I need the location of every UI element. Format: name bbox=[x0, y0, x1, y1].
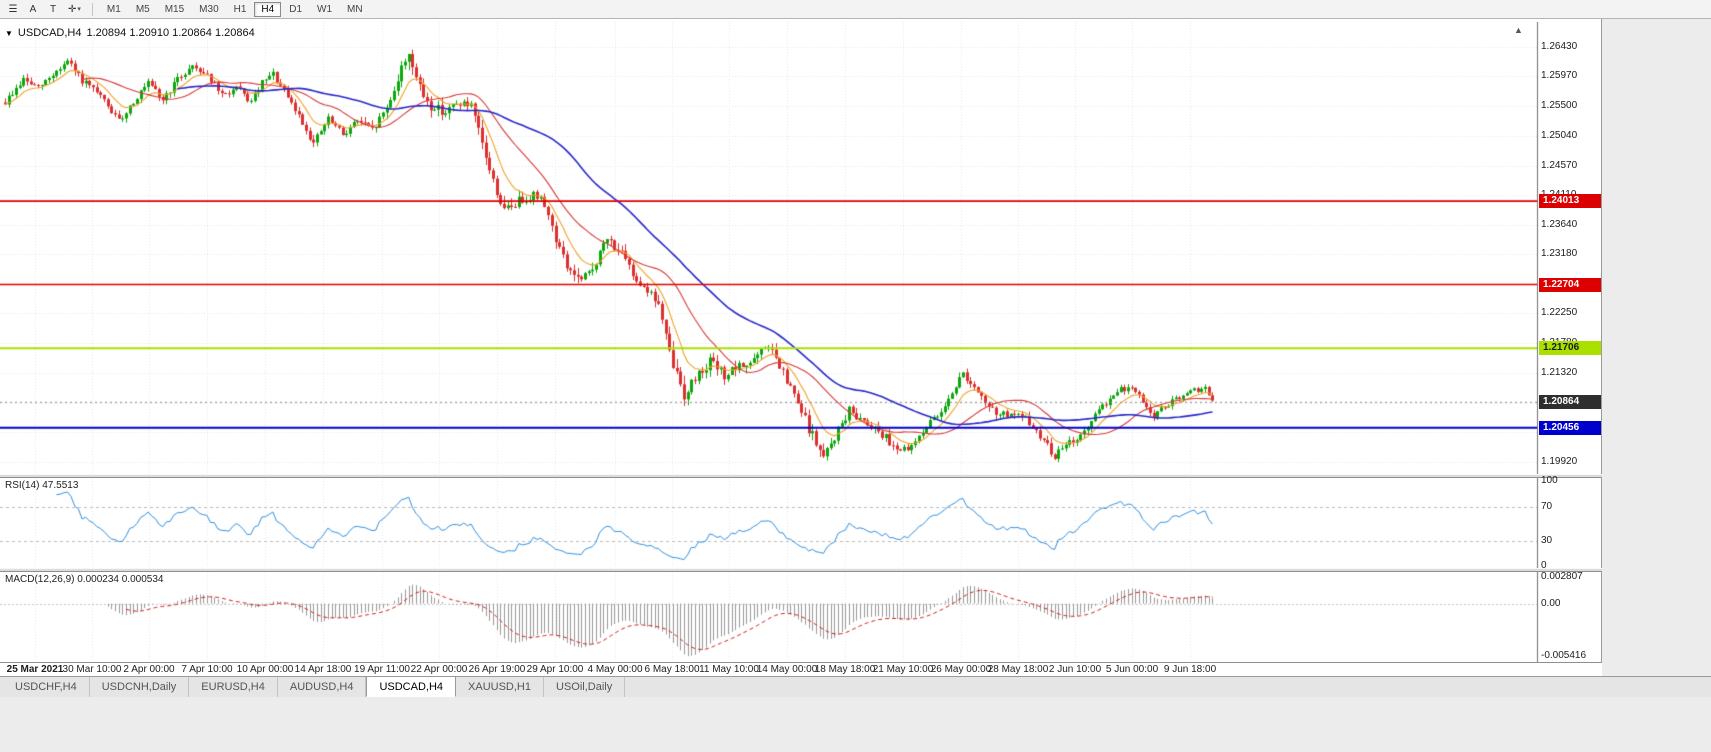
time-axis-label: 2 Apr 00:00 bbox=[123, 664, 175, 675]
rsi-indicator-label: RSI(14) 47.5513 bbox=[5, 480, 79, 491]
timeframe-button-m30[interactable]: M30 bbox=[199, 3, 219, 15]
time-axis-label: 5 Jun 00:00 bbox=[1105, 664, 1159, 675]
cursor-tool-button[interactable]: A bbox=[29, 3, 37, 15]
time-axis-label: 4 May 00:00 bbox=[587, 664, 643, 675]
timeframe-button-m1[interactable]: M1 bbox=[106, 3, 121, 15]
chart-tab-usdchf[interactable]: USDCHF,H4 bbox=[3, 677, 90, 697]
collapse-icon[interactable]: ▼ bbox=[5, 28, 13, 38]
time-axis-label: 9 Jun 18:00 bbox=[1163, 664, 1217, 675]
chart-shift-marker[interactable]: ▲ bbox=[1514, 25, 1523, 35]
time-axis-label: 6 May 18:00 bbox=[644, 664, 700, 675]
chart-tab-audusd[interactable]: AUDUSD,H4 bbox=[277, 677, 367, 697]
toolbar-separator bbox=[91, 2, 93, 16]
timeframe-button-h1[interactable]: H1 bbox=[233, 3, 247, 15]
crosshair-icon: ✛ bbox=[68, 3, 77, 15]
chart-tab-xauusd[interactable]: XAUUSD,H1 bbox=[456, 677, 544, 697]
chart-tab-eurusd[interactable]: EURUSD,H4 bbox=[189, 677, 278, 697]
timeframe-button-m5[interactable]: M5 bbox=[135, 3, 150, 15]
time-axis-label: 28 May 18:00 bbox=[987, 664, 1049, 675]
text-tool-button[interactable]: T bbox=[49, 3, 57, 15]
workspace-background bbox=[0, 697, 1711, 752]
time-axis[interactable]: 25 Mar 2021 30 Mar 10:00 2 Apr 00:00 7 Apr … bbox=[0, 662, 1602, 676]
price-chart-canvas[interactable] bbox=[0, 22, 1601, 662]
time-axis-label: 25 Mar 2021 bbox=[6, 664, 64, 675]
chart-symbol-label: USDCAD,H4 bbox=[17, 27, 82, 39]
time-axis-label: 21 May 10:00 bbox=[872, 664, 934, 675]
chevron-down-icon: ▾ bbox=[77, 6, 81, 13]
time-axis-label: 14 Apr 18:00 bbox=[294, 664, 352, 675]
timeframe-button-m15[interactable]: M15 bbox=[164, 3, 185, 15]
toolbar: ☰ A T ✛ ▾ M1 M5 M15 M30 H1 H4 D1 W1 MN bbox=[0, 0, 1711, 19]
chart-ohlc-values: 1.20894 1.20910 1.20864 1.20864 bbox=[86, 27, 255, 39]
time-axis-label: 26 Apr 19:00 bbox=[468, 664, 526, 675]
pane-separator[interactable] bbox=[0, 474, 1602, 478]
time-axis-label: 18 May 18:00 bbox=[814, 664, 876, 675]
chart-window: ▼ USDCAD,H4 1.20894 1.20910 1.20864 1.20… bbox=[0, 19, 1602, 676]
chart-title: ▼ USDCAD,H4 1.20894 1.20910 1.20864 1.20… bbox=[5, 27, 255, 39]
time-axis-label: 2 Jun 10:00 bbox=[1048, 664, 1102, 675]
timeframe-button-mn[interactable]: MN bbox=[347, 3, 363, 15]
draw-tool-button[interactable]: ✛ ▾ bbox=[64, 2, 85, 17]
time-axis-label: 7 Apr 10:00 bbox=[181, 664, 233, 675]
time-axis-label: 30 Mar 10:00 bbox=[62, 664, 122, 675]
chart-tab-usdcad[interactable]: USDCAD,H4 bbox=[366, 676, 457, 697]
menu-icon[interactable]: ☰ bbox=[8, 3, 18, 15]
chart-tab-usoil[interactable]: USOil,Daily bbox=[544, 677, 626, 697]
timeframe-button-h4[interactable]: H4 bbox=[254, 1, 282, 17]
macd-indicator-label: MACD(12,26,9) 0.000234 0.000534 bbox=[5, 574, 164, 585]
timeframe-group: M1 M5 M15 M30 H1 H4 D1 W1 MN bbox=[100, 1, 370, 17]
time-axis-label: 29 Apr 10:00 bbox=[526, 664, 584, 675]
chart-tab-bar: USDCHF,H4 USDCNH,Daily EURUSD,H4 AUDUSD,H4 U… bbox=[0, 676, 1711, 697]
time-axis-label: 11 May 10:00 bbox=[699, 664, 759, 675]
time-axis-label: 14 May 00:00 bbox=[756, 664, 818, 675]
time-axis-label: 19 Apr 11:00 bbox=[354, 664, 410, 675]
time-axis-label: 10 Apr 00:00 bbox=[236, 664, 294, 675]
timeframe-button-d1[interactable]: D1 bbox=[289, 3, 303, 15]
pane-separator[interactable] bbox=[0, 568, 1602, 572]
chart-tab-usdcnh[interactable]: USDCNH,Daily bbox=[89, 677, 190, 697]
timeframe-button-w1[interactable]: W1 bbox=[317, 3, 333, 15]
time-axis-label: 26 May 00:00 bbox=[930, 664, 992, 675]
time-axis-label: 22 Apr 00:00 bbox=[410, 664, 468, 675]
